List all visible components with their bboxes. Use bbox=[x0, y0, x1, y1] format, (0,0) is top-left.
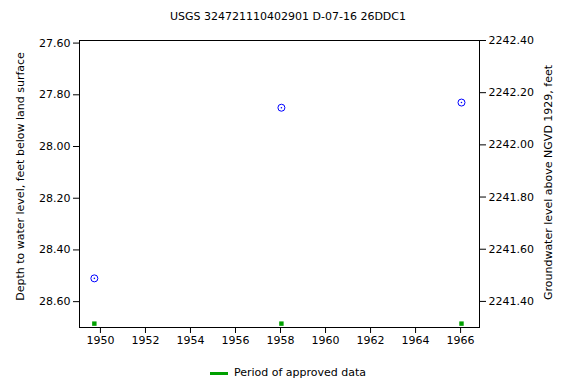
svg-text:2241.60: 2241.60 bbox=[489, 243, 535, 256]
svg-text:28.00: 28.00 bbox=[39, 140, 71, 153]
svg-text:28.40: 28.40 bbox=[39, 243, 71, 256]
svg-text:2242.20: 2242.20 bbox=[489, 86, 535, 99]
svg-text:1956: 1956 bbox=[221, 334, 249, 347]
svg-text:2242.40: 2242.40 bbox=[489, 34, 535, 47]
svg-text:1954: 1954 bbox=[176, 334, 204, 347]
svg-text:27.80: 27.80 bbox=[39, 88, 71, 101]
svg-text:1952: 1952 bbox=[131, 334, 159, 347]
svg-text:2241.80: 2241.80 bbox=[489, 191, 535, 204]
svg-text:1950: 1950 bbox=[86, 334, 114, 347]
svg-text:1962: 1962 bbox=[357, 334, 385, 347]
svg-text:2242.00: 2242.00 bbox=[489, 138, 535, 151]
svg-text:1960: 1960 bbox=[312, 334, 340, 347]
html-text:Groundwater level above NGVD 1: Groundwater level above NGVD 1929, feet bbox=[541, 64, 555, 301]
html-text:Period of approved data: Period of approved data bbox=[233, 366, 367, 379]
svg-text:1966: 1966 bbox=[447, 334, 475, 347]
svg-text:28.20: 28.20 bbox=[39, 192, 71, 205]
svg-text:2241.40: 2241.40 bbox=[489, 295, 535, 308]
svg-text:1958: 1958 bbox=[267, 334, 295, 347]
svg-text:27.60: 27.60 bbox=[39, 37, 71, 50]
html-text:USGS 324721110402901 D-07-16 2: USGS 324721110402901 D-07-16 26DDC1 bbox=[170, 10, 406, 23]
svg-text:28.60: 28.60 bbox=[39, 295, 71, 308]
svg-text:1964: 1964 bbox=[402, 334, 430, 347]
html-text:Depth to water level, feet bel: Depth to water level, feet below land su… bbox=[13, 52, 27, 301]
